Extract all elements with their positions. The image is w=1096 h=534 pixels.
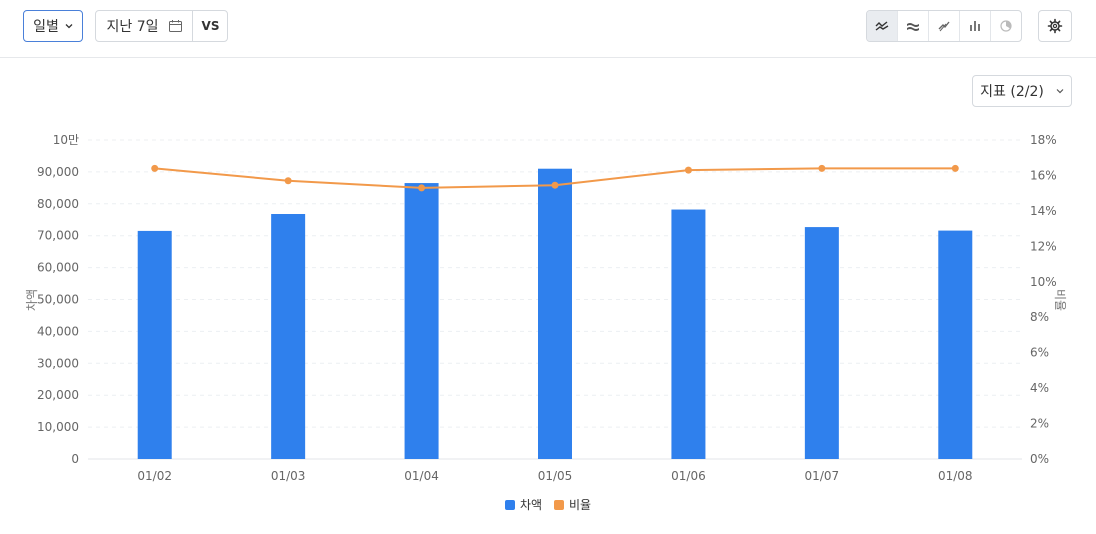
- left-tick-label: 50,000: [37, 293, 79, 307]
- chevron-down-icon: [1056, 89, 1064, 94]
- metric-label: 지표 (2/2): [980, 84, 1044, 100]
- line-point[interactable]: [284, 177, 292, 185]
- area-chart-button[interactable]: [898, 11, 929, 41]
- toolbar: 일별 지난 7일 VS: [0, 0, 1096, 58]
- right-tick-label: 0%: [1030, 452, 1049, 466]
- chart-type-switcher: [866, 10, 1022, 42]
- right-axis: 0% 2% 4% 6% 8% 10% 12% 14% 16% 18%: [1030, 133, 1057, 466]
- bar[interactable]: [538, 168, 572, 459]
- line-chart-icon: [875, 21, 889, 31]
- line-point[interactable]: [551, 181, 559, 189]
- date-range-group: 지난 7일 VS: [95, 10, 228, 42]
- right-tick-label: 4%: [1030, 381, 1049, 395]
- bar[interactable]: [404, 183, 439, 459]
- line-point[interactable]: [151, 164, 159, 172]
- left-tick-label: 0: [71, 452, 79, 466]
- period-label: 일별: [33, 19, 59, 35]
- bar[interactable]: [804, 227, 839, 459]
- left-tick-label: 30,000: [37, 356, 79, 370]
- legend: 차액 비율: [505, 498, 591, 512]
- left-tick-label: 10,000: [37, 420, 79, 434]
- line-point[interactable]: [418, 184, 426, 192]
- x-tick-label: 01/06: [671, 469, 706, 483]
- line-point[interactable]: [951, 164, 959, 172]
- bar-chart-icon: [970, 21, 980, 31]
- right-tick-label: 10%: [1030, 275, 1057, 289]
- bar-chart-button[interactable]: [960, 11, 991, 41]
- legend-swatch: [505, 500, 515, 510]
- metric-select[interactable]: 지표 (2/2): [972, 75, 1072, 107]
- left-tick-label: 90,000: [37, 165, 79, 179]
- pie-chart-icon: [1000, 20, 1012, 32]
- left-tick-label: 60,000: [37, 261, 79, 275]
- x-tick-label: 01/05: [538, 469, 573, 483]
- legend-item[interactable]: 차액: [520, 498, 542, 512]
- area-chart-icon: [907, 23, 919, 31]
- step-chart-button[interactable]: [929, 11, 960, 41]
- right-tick-label: 2%: [1030, 417, 1049, 431]
- left-axis-title: 차액: [25, 289, 39, 311]
- compare-button[interactable]: VS: [201, 19, 220, 33]
- gear-icon: [1047, 18, 1063, 34]
- chevron-down-icon: [65, 24, 73, 29]
- left-tick-label: 40,000: [37, 324, 79, 338]
- left-tick-label: 20,000: [37, 388, 79, 402]
- x-axis: 01/02 01/03 01/04 01/05 01/06 01/07 01/08: [137, 469, 972, 483]
- settings-button[interactable]: [1038, 10, 1072, 42]
- right-tick-label: 8%: [1030, 310, 1049, 324]
- bar[interactable]: [671, 209, 706, 459]
- x-tick-label: 01/04: [404, 469, 439, 483]
- line-chart-button[interactable]: [867, 11, 898, 41]
- date-range-label: 지난 7일: [106, 19, 159, 35]
- date-range-picker[interactable]: 지난 7일: [96, 11, 193, 41]
- bar-series: [137, 168, 973, 459]
- line-point[interactable]: [684, 166, 692, 174]
- left-axis: 0 10,000 20,000 30,000 40,000 50,000 60,000 70,…: [37, 133, 79, 466]
- line-series: [151, 164, 959, 192]
- x-tick-label: 01/03: [271, 469, 306, 483]
- left-tick-label: 80,000: [37, 197, 79, 211]
- right-tick-label: 12%: [1030, 239, 1057, 253]
- bar[interactable]: [137, 230, 172, 459]
- x-tick-label: 01/02: [137, 469, 172, 483]
- bar[interactable]: [938, 230, 973, 459]
- left-tick-label: 10만: [53, 133, 79, 147]
- line-point[interactable]: [818, 164, 826, 172]
- right-tick-label: 6%: [1030, 346, 1049, 360]
- left-tick-label: 70,000: [37, 229, 79, 243]
- period-select[interactable]: 일별: [23, 10, 83, 42]
- legend-swatch: [554, 500, 564, 510]
- bar[interactable]: [271, 214, 306, 459]
- chart: 0 10,000 20,000 30,000 40,000 50,000 60,000 70,…: [25, 133, 1067, 512]
- x-tick-label: 01/08: [938, 469, 973, 483]
- right-tick-label: 14%: [1030, 204, 1057, 218]
- calendar-icon: [168, 20, 182, 32]
- right-tick-label: 18%: [1030, 133, 1057, 147]
- right-tick-label: 16%: [1030, 168, 1057, 182]
- step-chart-icon: [938, 21, 950, 32]
- right-axis-title: 비율: [1053, 289, 1067, 311]
- legend-item[interactable]: 비율: [569, 498, 591, 512]
- pie-chart-button[interactable]: [991, 11, 1021, 41]
- x-tick-label: 01/07: [805, 469, 840, 483]
